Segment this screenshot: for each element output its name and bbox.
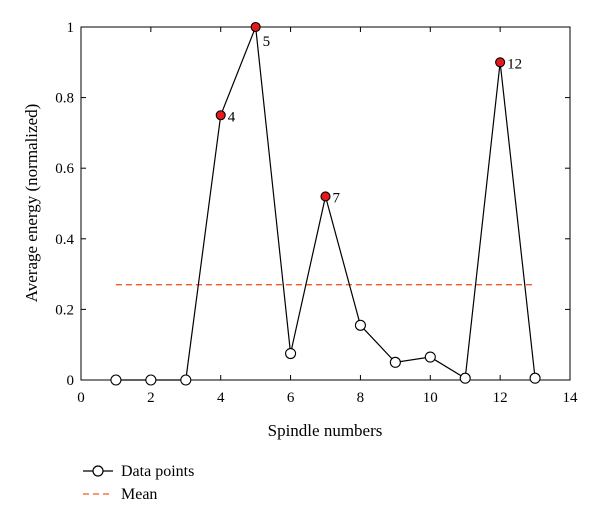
point-annotation: 7	[333, 190, 341, 206]
y-axis-label: Average energy (normalized)	[22, 104, 41, 303]
x-tick-label: 8	[357, 390, 365, 406]
x-tick-label: 2	[147, 390, 155, 406]
plot-frame	[80, 26, 571, 381]
data-point	[145, 374, 157, 386]
y-tick-label: 0.2	[55, 302, 74, 318]
annotations: 4 5 7 12	[228, 34, 522, 206]
x-axis-ticks: 0 2 4 6 8 10 12 14	[77, 27, 578, 406]
x-tick-label: 0	[77, 390, 85, 406]
x-tick-label: 4	[217, 390, 225, 406]
y-tick-label: 0	[67, 373, 75, 389]
point-annotation: 12	[507, 56, 522, 72]
data-points-line	[115, 26, 536, 381]
highlighted-data-point	[250, 21, 261, 33]
y-tick-label: 0.4	[55, 232, 74, 248]
data-point	[180, 374, 192, 386]
y-tick-label: 1	[67, 20, 75, 36]
legend-data-points-label: Data points	[121, 463, 194, 480]
y-axis-ticks: 0 0.2 0.4 0.6 0.8 1	[55, 20, 570, 389]
point-annotation: 4	[228, 109, 236, 125]
x-tick-label: 6	[287, 390, 295, 406]
x-tick-label: 14	[563, 390, 579, 406]
highlighted-data-point	[495, 57, 506, 68]
data-point	[110, 374, 122, 386]
data-point	[354, 319, 366, 331]
x-axis-label: Spindle numbers	[268, 421, 383, 440]
highlighted-data-point	[320, 191, 331, 202]
series-layer	[110, 21, 541, 386]
data-point	[424, 351, 436, 363]
x-tick-label: 12	[493, 390, 508, 406]
x-tick-label: 10	[423, 390, 438, 406]
data-point	[529, 372, 541, 384]
data-point	[459, 372, 471, 384]
highlighted-data-point	[215, 110, 226, 121]
data-point	[285, 347, 297, 360]
legend-mean-label: Mean	[121, 486, 157, 503]
y-tick-label: 0.8	[55, 91, 74, 107]
legend-data-points-marker	[92, 465, 104, 477]
point-annotation: 5	[263, 34, 271, 50]
legend: Data points Mean	[83, 463, 194, 503]
y-tick-label: 0.6	[55, 161, 74, 177]
data-point	[389, 356, 401, 368]
